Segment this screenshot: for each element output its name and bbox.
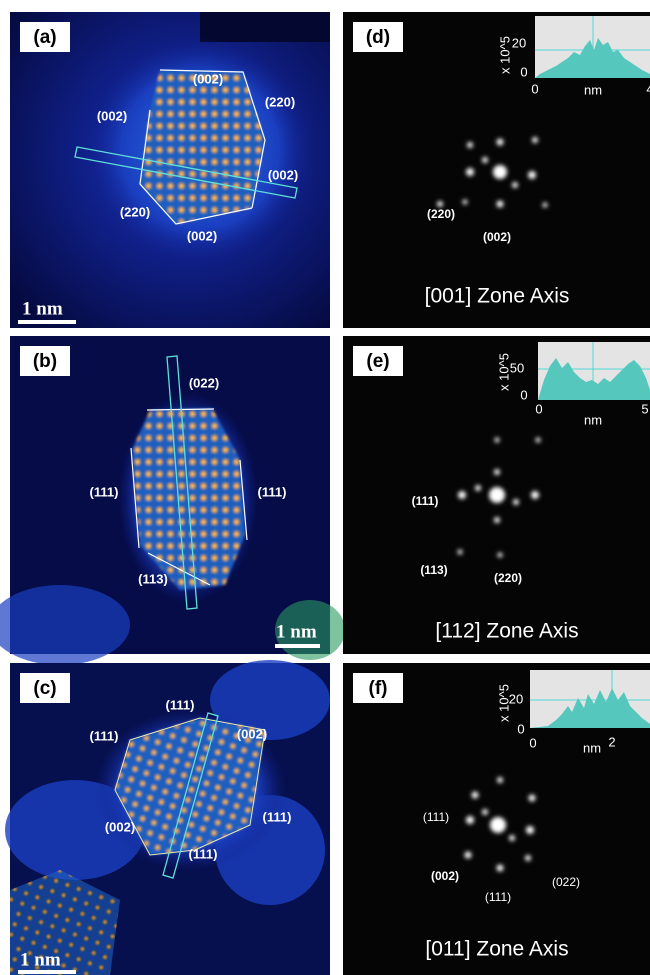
spot-label: (111) <box>412 494 439 508</box>
spot-label: (022) <box>552 875 580 889</box>
plane-label: (002) <box>193 71 223 86</box>
spot-label: (111) <box>423 810 449 824</box>
panel-label: (e) <box>366 351 389 372</box>
panel-e: (e) (111) (113) (220) [112] Zone Axis 50… <box>343 336 650 654</box>
inset-y-tick: 20 <box>512 35 526 50</box>
plane-label: (111) <box>189 846 218 861</box>
spot-label: (111) <box>485 890 511 904</box>
inset-x-label: nm <box>583 740 601 755</box>
inset-x-tick: 4 <box>646 81 650 96</box>
inset-y-label: x 10^5 <box>497 36 512 74</box>
spot-label: (002) <box>483 230 511 244</box>
inset-y-tick: 0 <box>520 64 527 79</box>
page: (a) (002) (220) (002) (002) (220) (002) … <box>0 0 650 975</box>
spot-label: (113) <box>420 563 447 577</box>
scale-bar-label: 1 nm <box>276 621 317 642</box>
panel-c: (c) (111) (002) (111) (002) (111) (111) … <box>5 660 330 975</box>
spot-label: (220) <box>494 571 522 585</box>
figure: (a) (002) (220) (002) (002) (220) (002) … <box>0 0 650 975</box>
zone-axis: [112] Zone Axis <box>435 620 578 643</box>
plane-label: (111) <box>258 484 287 499</box>
inset-y-label: x 10^5 <box>496 684 511 722</box>
inset-x-label: nm <box>584 412 602 427</box>
panel-b: (b) (022) (111) (111) (113) 1 nm <box>0 336 345 665</box>
plane-label: (220) <box>265 94 295 109</box>
plane-label: (022) <box>189 375 219 390</box>
plane-label: (002) <box>268 167 298 182</box>
panel-label: (d) <box>366 27 390 48</box>
plane-label: (111) <box>90 728 119 743</box>
panel-a: (a) (002) (220) (002) (002) (220) (002) … <box>10 12 330 328</box>
panel-d: (d) (220) (002) [001] Zone Axis 20 0 0 4… <box>343 12 650 328</box>
zone-axis: [001] Zone Axis <box>425 285 570 308</box>
plane-label: (002) <box>187 228 217 243</box>
image-corner <box>200 12 330 42</box>
spot-label: (002) <box>431 869 459 883</box>
panel-label: (c) <box>33 678 56 699</box>
particle-lattice <box>140 70 265 224</box>
inset-x-tick: 2 <box>608 734 615 749</box>
inset-x-tick: 0 <box>535 401 542 416</box>
inset-x-tick: 0 <box>529 735 536 750</box>
inset-y-tick: 0 <box>520 387 527 402</box>
plane-label: (111) <box>263 809 292 824</box>
plane-label: (002) <box>237 726 267 741</box>
plane-label: (220) <box>120 204 150 219</box>
plane-label: (002) <box>97 108 127 123</box>
inset-x-tick: 5 <box>641 401 648 416</box>
spot-label: (220) <box>427 207 455 221</box>
zone-axis: [011] Zone Axis <box>425 938 568 961</box>
panel-label: (a) <box>33 27 56 48</box>
panel-label: (b) <box>33 351 57 372</box>
scale-bar-label: 1 nm <box>22 298 63 319</box>
panel-label: (f) <box>369 678 388 699</box>
plane-label: (111) <box>90 484 119 499</box>
plane-label: (113) <box>138 571 168 586</box>
plane-label: (002) <box>105 819 135 834</box>
panel-f: (f) (111) (002) (111) (022) [011] Zone A… <box>343 663 650 975</box>
scale-bar-label: 1 nm <box>20 949 61 970</box>
inset-y-tick: 0 <box>517 721 524 736</box>
inset-y-label: x 10^5 <box>496 353 511 391</box>
inset-x-tick: 0 <box>531 81 538 96</box>
plane-label: (111) <box>166 697 195 712</box>
inset-x-label: nm <box>584 82 602 97</box>
inset-y-tick: 50 <box>510 360 524 375</box>
